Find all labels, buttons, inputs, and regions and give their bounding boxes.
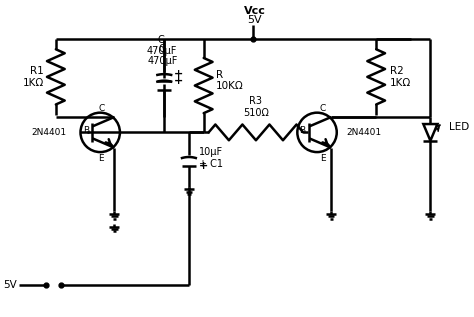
Text: +: + xyxy=(174,69,183,79)
Text: + C1: + C1 xyxy=(199,159,223,169)
Text: B: B xyxy=(83,126,90,135)
Text: R2
1KΩ: R2 1KΩ xyxy=(390,66,411,88)
Text: 5V: 5V xyxy=(4,280,18,290)
Text: R
10KΩ: R 10KΩ xyxy=(216,70,243,91)
Text: 5V: 5V xyxy=(247,15,262,25)
Text: +: + xyxy=(199,161,208,171)
Text: Vcc: Vcc xyxy=(244,6,266,16)
Text: E: E xyxy=(98,154,104,163)
Text: E: E xyxy=(320,154,326,163)
Text: LED: LED xyxy=(449,122,470,133)
Text: C
470μF: C 470μF xyxy=(147,44,177,66)
Text: C: C xyxy=(98,104,104,113)
Text: +: + xyxy=(174,76,183,86)
Text: B: B xyxy=(299,126,305,135)
Text: C: C xyxy=(320,104,326,113)
Text: 10μF: 10μF xyxy=(199,147,223,157)
Text: 2N4401: 2N4401 xyxy=(346,128,382,137)
Text: R1
1KΩ: R1 1KΩ xyxy=(23,66,44,88)
Text: R3
510Ω: R3 510Ω xyxy=(243,96,269,118)
Text: 2N4401: 2N4401 xyxy=(32,128,67,137)
Text: C
470μF: C 470μF xyxy=(146,35,176,56)
